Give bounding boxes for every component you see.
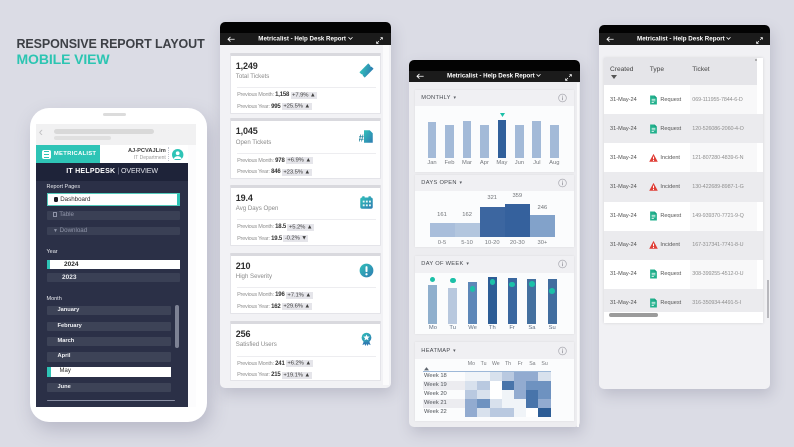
svg-text:#: # [359, 133, 364, 144]
